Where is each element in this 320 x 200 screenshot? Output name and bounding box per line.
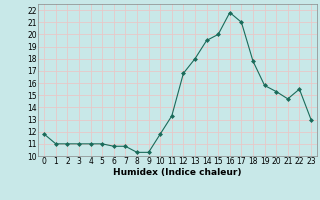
X-axis label: Humidex (Indice chaleur): Humidex (Indice chaleur)	[113, 168, 242, 177]
